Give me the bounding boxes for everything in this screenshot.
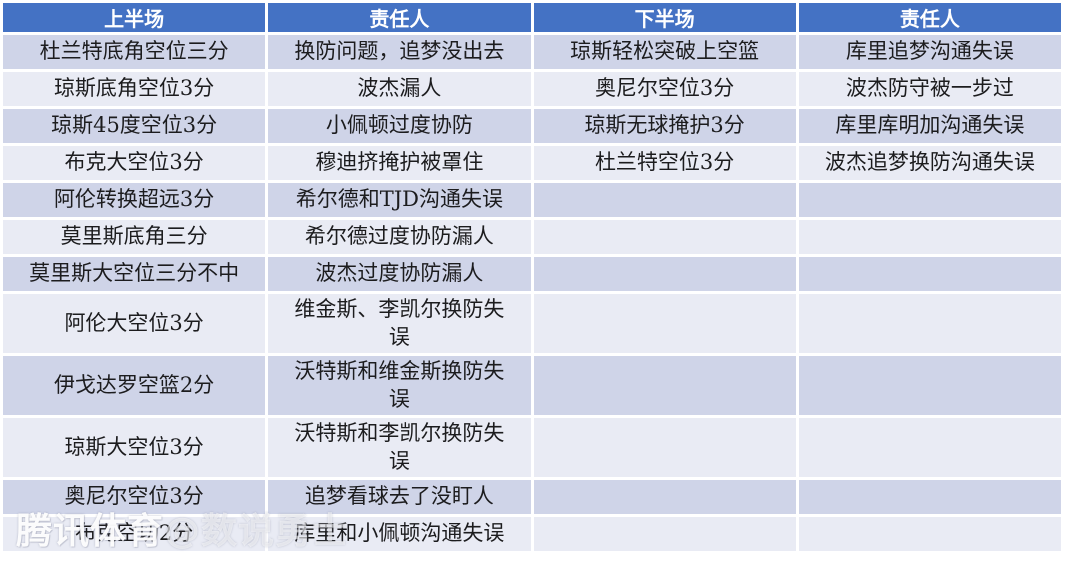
table-row: 杜兰特底角空位三分 换防问题，追梦没出去 琼斯轻松突破上空篮 库里追梦沟通失误	[3, 35, 1061, 69]
cell-second-half-resp	[798, 356, 1061, 415]
cell-second-half-resp	[798, 183, 1061, 217]
cell-first-half-play: 伊戈达罗空篮2分	[3, 356, 266, 415]
cell-second-half-resp	[798, 257, 1061, 291]
cell-second-half-resp	[798, 517, 1061, 551]
cell-first-half-resp: 沃特斯和维金斯换防失误	[268, 356, 531, 415]
cell-first-half-play: 莫里斯大空位三分不中	[3, 257, 266, 291]
cell-first-half-play: 布克空切2分	[3, 517, 266, 551]
cell-second-half-play: 琼斯无球掩护3分	[533, 109, 796, 143]
table-row: 琼斯大空位3分 沃特斯和李凯尔换防失误	[3, 418, 1061, 477]
cell-second-half-resp: 库里库明加沟通失误	[798, 109, 1061, 143]
cell-first-half-play: 奥尼尔空位3分	[3, 480, 266, 514]
cell-second-half-play	[533, 480, 796, 514]
cell-second-half-resp	[798, 220, 1061, 254]
cell-second-half-play: 奥尼尔空位3分	[533, 72, 796, 106]
table-row: 琼斯45度空位3分 小佩顿过度协防 琼斯无球掩护3分 库里库明加沟通失误	[3, 109, 1061, 143]
cell-second-half-play	[533, 517, 796, 551]
cell-first-half-resp: 小佩顿过度协防	[268, 109, 531, 143]
cell-second-half-resp	[798, 294, 1061, 353]
cell-first-half-resp: 追梦看球去了没盯人	[268, 480, 531, 514]
cell-first-half-resp: 波杰漏人	[268, 72, 531, 106]
cell-second-half-play	[533, 356, 796, 415]
table-row: 奥尼尔空位3分 追梦看球去了没盯人	[3, 480, 1061, 514]
table-row: 阿伦转换超远3分 希尔德和TJD沟通失误	[3, 183, 1061, 217]
cell-first-half-play: 琼斯45度空位3分	[3, 109, 266, 143]
table-row: 琼斯底角空位3分 波杰漏人 奥尼尔空位3分 波杰防守被一步过	[3, 72, 1061, 106]
cell-first-half-resp: 波杰过度协防漏人	[268, 257, 531, 291]
cell-second-half-resp: 库里追梦沟通失误	[798, 35, 1061, 69]
col-header-second-half: 下半场	[533, 3, 796, 32]
header-row: 上半场 责任人 下半场 责任人	[3, 3, 1061, 32]
col-header-second-resp: 责任人	[798, 3, 1061, 32]
cell-first-half-resp: 沃特斯和李凯尔换防失误	[268, 418, 531, 477]
col-header-first-half: 上半场	[3, 3, 266, 32]
cell-first-half-resp: 希尔德过度协防漏人	[268, 220, 531, 254]
cell-first-half-play: 阿伦大空位3分	[3, 294, 266, 353]
cell-second-half-play: 琼斯轻松突破上空篮	[533, 35, 796, 69]
cell-second-half-resp: 波杰防守被一步过	[798, 72, 1061, 106]
cell-second-half-resp: 波杰追梦换防沟通失误	[798, 146, 1061, 180]
table-row: 伊戈达罗空篮2分 沃特斯和维金斯换防失误	[3, 356, 1061, 415]
table-row: 莫里斯底角三分 希尔德过度协防漏人	[3, 220, 1061, 254]
cell-first-half-resp: 换防问题，追梦没出去	[268, 35, 531, 69]
cell-first-half-resp: 希尔德和TJD沟通失误	[268, 183, 531, 217]
defense-breakdown-table: 上半场 责任人 下半场 责任人 杜兰特底角空位三分 换防问题，追梦没出去 琼斯轻…	[3, 3, 1061, 551]
cell-second-half-play	[533, 220, 796, 254]
cell-first-half-resp: 维金斯、李凯尔换防失误	[268, 294, 531, 353]
cell-first-half-play: 莫里斯底角三分	[3, 220, 266, 254]
cell-second-half-play: 杜兰特空位3分	[533, 146, 796, 180]
cell-first-half-play: 琼斯底角空位3分	[3, 72, 266, 106]
cell-second-half-play	[533, 183, 796, 217]
col-header-first-resp: 责任人	[268, 3, 531, 32]
cell-first-half-resp: 库里和小佩顿沟通失误	[268, 517, 531, 551]
table-row: 布克大空位3分 穆迪挤掩护被罩住 杜兰特空位3分 波杰追梦换防沟通失误	[3, 146, 1061, 180]
cell-first-half-play: 布克大空位3分	[3, 146, 266, 180]
table-row: 莫里斯大空位三分不中 波杰过度协防漏人	[3, 257, 1061, 291]
cell-second-half-play	[533, 418, 796, 477]
table-row: 阿伦大空位3分 维金斯、李凯尔换防失误	[3, 294, 1061, 353]
cell-first-half-resp: 穆迪挤掩护被罩住	[268, 146, 531, 180]
cell-first-half-play: 阿伦转换超远3分	[3, 183, 266, 217]
cell-second-half-resp	[798, 480, 1061, 514]
cell-second-half-play	[533, 257, 796, 291]
cell-first-half-play: 琼斯大空位3分	[3, 418, 266, 477]
cell-first-half-play: 杜兰特底角空位三分	[3, 35, 266, 69]
cell-second-half-play	[533, 294, 796, 353]
table-row: 布克空切2分 库里和小佩顿沟通失误	[3, 517, 1061, 551]
cell-second-half-resp	[798, 418, 1061, 477]
